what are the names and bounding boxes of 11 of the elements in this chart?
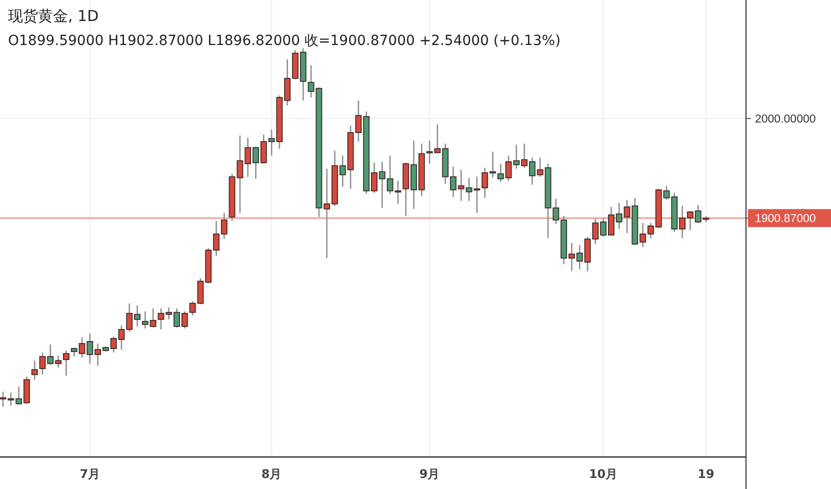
x-tick-label: 9月 [419, 467, 440, 481]
x-tick-label: 7月 [80, 467, 100, 481]
y-tick-label: 1900.87000 [755, 213, 816, 226]
candlestick [31, 360, 38, 380]
text: O1899.59000 H1902.87000 L1896.82000 收=1900.87000 +2.54000 (+0.13%) [8, 33, 561, 49]
text: 现货黄金, 1D [8, 7, 99, 25]
y-tick-label: 2000.00000 [755, 114, 816, 126]
x-tick-label: 19 [698, 467, 714, 481]
x-tick-label: 8月 [261, 467, 282, 481]
candlestick [62, 350, 70, 376]
x-tick-label: 10月 [588, 467, 618, 481]
